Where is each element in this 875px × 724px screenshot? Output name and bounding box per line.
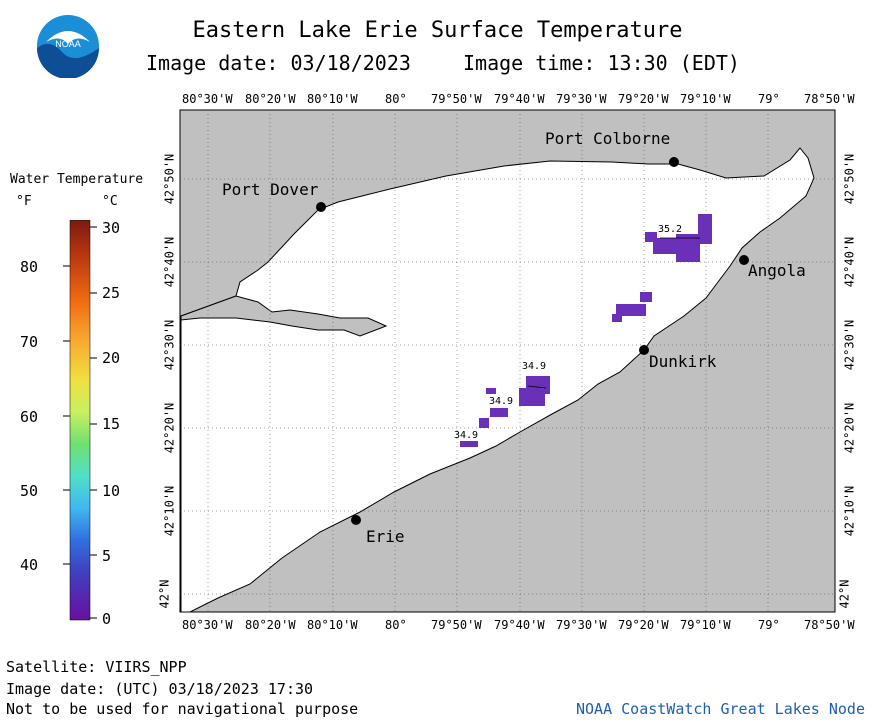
lat-label-left: 42°20'N — [162, 402, 177, 454]
temperature-patches — [460, 214, 712, 447]
lon-label-bottom: 80°10'W — [307, 618, 358, 632]
lon-label-bottom: 79°10'W — [680, 618, 731, 632]
lon-label-top: 80°10'W — [307, 92, 358, 106]
temp-patch-mid — [616, 304, 646, 316]
temp-patch-angola — [698, 214, 712, 244]
legend-c-tick: 30 — [102, 219, 121, 237]
legend-c-tick: 25 — [102, 284, 121, 302]
legend-f-tick: 50 — [20, 482, 39, 500]
legend-title: Water Temperature — [10, 172, 144, 187]
lat-label-right: 42°30'N — [842, 319, 857, 371]
legend-f-tick: 70 — [20, 333, 39, 351]
lat-label-left: 42°30'N — [162, 319, 177, 371]
place-dunkirk: Dunkirk — [649, 352, 717, 371]
lon-label-bottom: 79° — [758, 618, 780, 632]
noaa-logo: NOAA — [37, 15, 99, 78]
lat-label-left: 42°N — [157, 579, 172, 609]
place-erie: Erie — [366, 527, 405, 546]
dunkirk-marker — [639, 345, 649, 355]
lon-label-top: 79° — [758, 92, 780, 106]
temp-patch-mid — [640, 292, 652, 302]
lat-label-right: 42°N — [837, 579, 852, 609]
lat-label-left: 42°10'N — [162, 485, 177, 537]
lon-label-bottom: 78°50'W — [804, 618, 855, 632]
place-angola: Angola — [748, 261, 806, 280]
lon-label-top: 80° — [385, 92, 407, 106]
lon-label-bottom: 80°30'W — [182, 618, 233, 632]
disclaimer: Not to be used for navigational purpose — [6, 700, 359, 718]
lon-label-top: 79°50'W — [431, 92, 482, 106]
temp-patch-small — [460, 441, 478, 447]
temp-label: 34.9 — [454, 430, 479, 441]
temp-patch-central — [519, 388, 545, 406]
legend-c-tick: 20 — [102, 349, 121, 367]
credit-link[interactable]: NOAA CoastWatch Great Lakes Node — [576, 700, 865, 718]
color-scale-bar — [63, 220, 97, 621]
lon-label-bottom: 79°50'W — [431, 618, 482, 632]
svg-text:NOAA: NOAA — [55, 39, 81, 49]
lon-label-top: 79°20'W — [618, 92, 669, 106]
legend-f-tick: 80 — [20, 258, 39, 276]
lon-label-top: 79°10'W — [680, 92, 731, 106]
legend-c-tick: 15 — [102, 415, 121, 433]
temp-patch-small — [479, 418, 489, 428]
temp-patch-mid — [612, 314, 622, 322]
temp-patch-small — [490, 408, 508, 417]
angola-marker — [739, 255, 749, 265]
lat-label-right: 42°10'N — [842, 485, 857, 537]
lon-label-bottom: 79°20'W — [618, 618, 669, 632]
lon-label-top: 80°30'W — [182, 92, 233, 106]
lon-label-top: 79°40'W — [494, 92, 545, 106]
lat-label-right: 42°20'N — [842, 402, 857, 454]
temp-patch-angola — [676, 234, 700, 262]
place-port-dover: Port Dover — [222, 180, 319, 199]
temp-patch-small — [486, 388, 496, 394]
lake-erie-water — [180, 147, 815, 613]
utc-date: Image date: (UTC) 03/18/2023 17:30 — [6, 680, 314, 698]
temp-label: 34.9 — [489, 396, 514, 407]
legend-f-tick: 60 — [20, 408, 39, 426]
lat-label-left: 42°40'N — [162, 236, 177, 288]
temp-patch-angola — [653, 238, 679, 254]
legend-c-tick: 0 — [102, 610, 112, 628]
temp-label: 35.2 — [658, 224, 683, 235]
map-title: Eastern Lake Erie Surface Temperature — [192, 18, 683, 43]
temp-label: 34.9 — [522, 361, 547, 372]
erie-marker — [351, 515, 361, 525]
place-port-colborne: Port Colborne — [545, 129, 671, 148]
image-time: Image time: 13:30 (EDT) — [463, 51, 740, 75]
port-colborne-marker — [669, 157, 679, 167]
lon-label-bottom: 79°30'W — [556, 618, 607, 632]
legend-f-tick: 40 — [20, 556, 39, 574]
legend-unit-c: °C — [102, 194, 118, 209]
lon-label-bottom: 80° — [385, 618, 407, 632]
lat-label-right: 42°40'N — [842, 236, 857, 288]
satellite-info: Satellite: VIIRS_NPP — [6, 658, 187, 676]
lon-label-top: 79°30'W — [556, 92, 607, 106]
port-dover-marker — [316, 202, 326, 212]
image-date: Image date: 03/18/2023 — [146, 51, 411, 75]
lon-label-top: 78°50'W — [804, 92, 855, 106]
legend-unit-f: °F — [16, 194, 32, 209]
legend-c-tick: 5 — [102, 547, 112, 565]
legend-c-tick: 10 — [102, 482, 121, 500]
lon-label-bottom: 80°20'W — [245, 618, 296, 632]
long-point-spit — [180, 295, 388, 337]
lat-label-left: 42°50'N — [162, 153, 177, 205]
lat-label-right: 42°50'N — [842, 153, 857, 205]
lon-label-bottom: 79°40'W — [494, 618, 545, 632]
temp-patch-angola — [645, 232, 657, 242]
lon-label-top: 80°20'W — [245, 92, 296, 106]
